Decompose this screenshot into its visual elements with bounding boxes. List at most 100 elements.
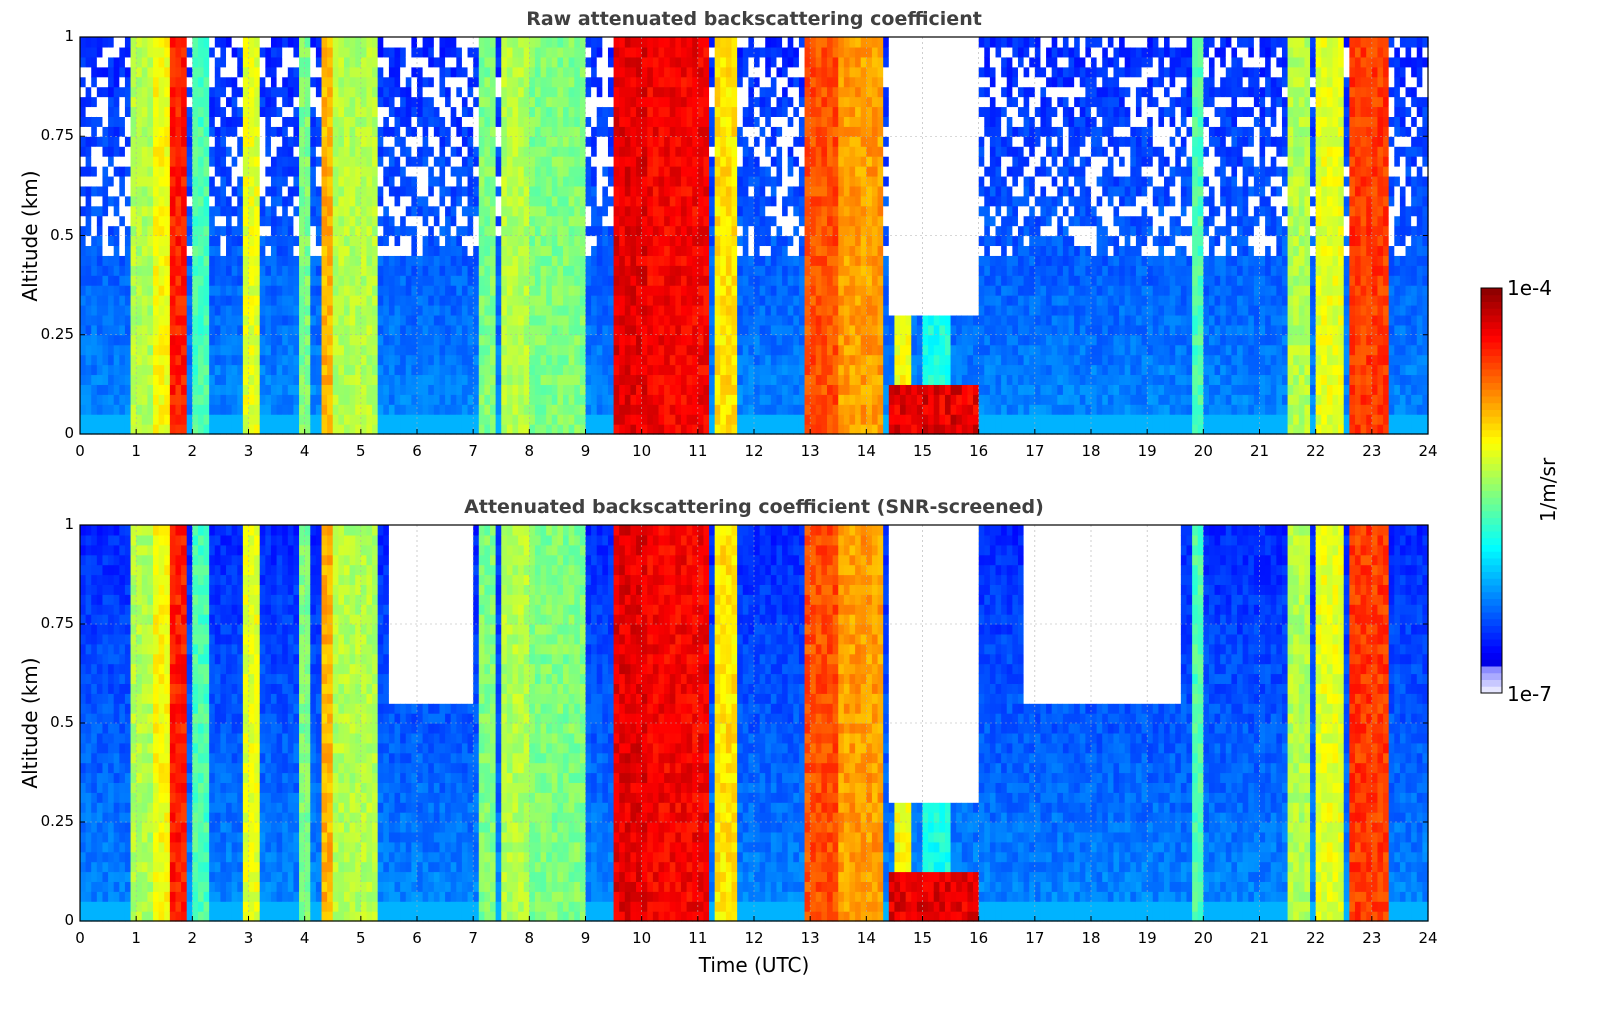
heatmap-cell: [80, 206, 86, 217]
heatmap-cell: [136, 295, 142, 306]
heatmap-cell: [80, 245, 86, 256]
heatmap-cell: [209, 365, 215, 376]
heatmap-cell: [209, 384, 215, 395]
heatmap-cell: [372, 355, 378, 366]
heatmap-cell: [153, 226, 159, 237]
heatmap-cell: [108, 136, 114, 147]
heatmap-cell: [338, 325, 344, 336]
heatmap-cell: [333, 176, 339, 187]
heatmap-cell: [299, 295, 305, 306]
heatmap-cell: [277, 305, 283, 316]
heatmap-cell: [153, 106, 159, 117]
heatmap-cell: [417, 325, 423, 336]
heatmap-cell: [159, 126, 165, 137]
heatmap-cell: [192, 146, 198, 157]
heatmap-cell: [232, 325, 238, 336]
heatmap-cell: [204, 146, 210, 157]
heatmap-cell: [271, 57, 277, 68]
heatmap-cell: [108, 236, 114, 247]
heatmap-cell: [215, 226, 221, 237]
heatmap-cell: [86, 275, 92, 286]
heatmap-cell: [361, 325, 367, 336]
heatmap-cell: [316, 325, 322, 336]
heatmap-cell: [400, 97, 406, 108]
heatmap-cell: [338, 374, 344, 385]
heatmap-cell: [282, 275, 288, 286]
heatmap-cell: [170, 285, 176, 296]
heatmap-cell: [249, 245, 255, 256]
heatmap-cell: [86, 116, 92, 127]
heatmap-cell: [232, 355, 238, 366]
heatmap-cell: [372, 424, 378, 435]
heatmap-cell: [198, 315, 204, 326]
heatmap-cell: [395, 325, 401, 336]
heatmap-cell: [175, 414, 181, 425]
heatmap-cell: [338, 67, 344, 78]
heatmap-cell: [142, 116, 148, 127]
heatmap-cell: [80, 57, 86, 68]
heatmap-cell: [299, 255, 305, 266]
heatmap-cell: [389, 245, 395, 256]
heatmap-cell: [119, 47, 125, 58]
heatmap-cell: [159, 67, 165, 78]
heatmap-cell: [288, 166, 294, 177]
heatmap-cell: [153, 57, 159, 68]
heatmap-cell: [282, 384, 288, 395]
heatmap-cell: [338, 335, 344, 346]
heatmap-cell: [192, 355, 198, 366]
heatmap-cell: [232, 226, 238, 237]
heatmap-cell: [361, 345, 367, 356]
heatmap-cell: [310, 67, 316, 78]
heatmap-cell: [305, 295, 311, 306]
heatmap-cell: [299, 146, 305, 157]
heatmap-cell: [271, 226, 277, 237]
heatmap-cell: [288, 275, 294, 286]
heatmap-cell: [204, 384, 210, 395]
heatmap-cell: [136, 374, 142, 385]
heatmap-cell: [147, 305, 153, 316]
heatmap-cell: [114, 414, 120, 425]
heatmap-cell: [164, 216, 170, 227]
heatmap-cell: [108, 285, 114, 296]
heatmap-cell: [355, 37, 361, 48]
heatmap-cell: [142, 87, 148, 98]
heatmap-cell: [192, 67, 198, 78]
heatmap-cell: [378, 374, 384, 385]
heatmap-cell: [389, 295, 395, 306]
heatmap-cell: [327, 335, 333, 346]
heatmap-cell: [192, 255, 198, 266]
heatmap-cell: [271, 355, 277, 366]
heatmap-cell: [147, 335, 153, 346]
heatmap-cell: [249, 365, 255, 376]
heatmap-cell: [316, 245, 322, 256]
heatmap-cell: [91, 136, 97, 147]
heatmap-cell: [136, 335, 142, 346]
heatmap-cell: [159, 206, 165, 217]
heatmap-cell: [322, 77, 328, 88]
heatmap-cell: [288, 206, 294, 217]
heatmap-cell: [372, 47, 378, 58]
heatmap-cell: [389, 47, 395, 58]
heatmap-cell: [97, 325, 103, 336]
heatmap-cell: [80, 365, 86, 376]
heatmap-cell: [215, 37, 221, 48]
heatmap-cell: [131, 67, 137, 78]
heatmap-cell: [366, 414, 372, 425]
heatmap-cell: [249, 216, 255, 227]
heatmap-cell: [254, 156, 260, 167]
heatmap-cell: [220, 355, 226, 366]
heatmap-cell: [114, 384, 120, 395]
heatmap-cell: [159, 424, 165, 435]
heatmap-cell: [237, 295, 243, 306]
heatmap-cell: [299, 176, 305, 187]
heatmap-cell: [215, 365, 221, 376]
heatmap-cell: [395, 285, 401, 296]
heatmap-cell: [355, 216, 361, 227]
heatmap-cell: [338, 315, 344, 326]
heatmap-cell: [260, 384, 266, 395]
heatmap-cell: [327, 384, 333, 395]
heatmap-cell: [192, 275, 198, 286]
heatmap-cell: [131, 325, 137, 336]
heatmap-cell: [299, 87, 305, 98]
heatmap-cell: [310, 77, 316, 88]
